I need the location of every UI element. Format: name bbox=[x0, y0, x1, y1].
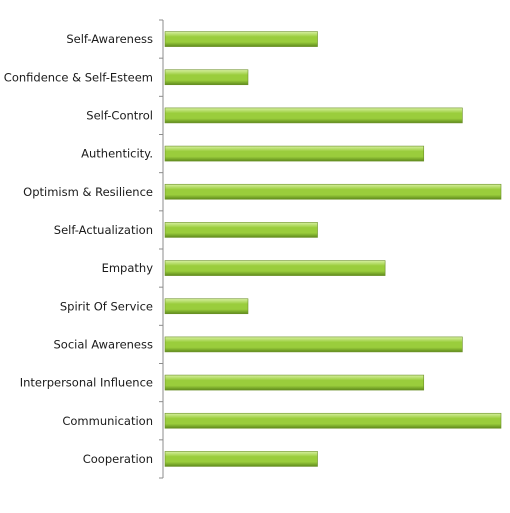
category-labels: Self-Awareness Confidence & Self-Esteem Se… bbox=[4, 32, 153, 466]
bar-7 bbox=[164, 298, 249, 315]
bar-11 bbox=[164, 451, 318, 467]
category-label: Cooperation bbox=[83, 452, 153, 466]
bar-4 bbox=[164, 183, 502, 200]
bar-1 bbox=[164, 69, 249, 86]
category-label: Communication bbox=[62, 414, 153, 428]
category-label: Self-Awareness bbox=[66, 32, 153, 46]
bar-2 bbox=[164, 107, 463, 124]
bar-10 bbox=[164, 412, 502, 429]
category-label: Social Awareness bbox=[53, 337, 153, 351]
category-label: Authenticity. bbox=[81, 147, 153, 161]
category-label: Spirit Of Service bbox=[60, 299, 153, 313]
category-label: Optimism & Resilience bbox=[23, 185, 153, 199]
category-label: Self-Control bbox=[86, 108, 153, 122]
bar-8 bbox=[164, 336, 463, 353]
bar-6 bbox=[164, 260, 386, 276]
category-label: Interpersonal Influence bbox=[20, 376, 153, 390]
bar-3 bbox=[164, 145, 425, 162]
bar-9 bbox=[164, 374, 425, 391]
category-label: Self-Actualization bbox=[54, 223, 153, 237]
y-axis bbox=[159, 19, 164, 479]
category-label: Empathy bbox=[102, 261, 154, 275]
bars-layer bbox=[164, 31, 502, 467]
category-label: Confidence & Self-Esteem bbox=[4, 70, 153, 84]
bar-5 bbox=[164, 222, 318, 238]
bar-0 bbox=[164, 31, 318, 47]
